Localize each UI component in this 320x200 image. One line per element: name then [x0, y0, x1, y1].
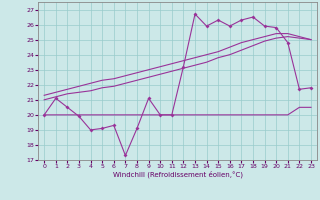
X-axis label: Windchill (Refroidissement éolien,°C): Windchill (Refroidissement éolien,°C) — [113, 171, 243, 178]
